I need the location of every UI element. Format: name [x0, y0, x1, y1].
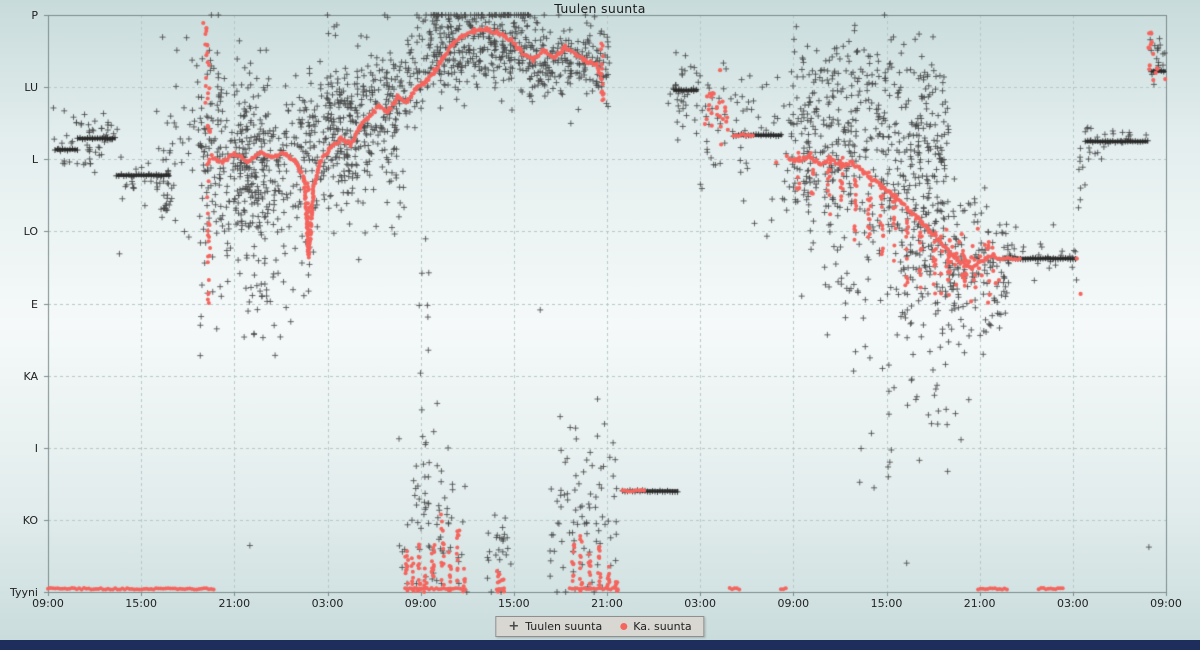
y-tick-label: I: [34, 441, 38, 455]
y-tick-label: L: [31, 153, 38, 167]
x-tick-label: 15:00: [497, 597, 530, 610]
x-tick-label: 03:00: [684, 597, 716, 610]
x-axis-labels: 09:00 15:00 21:00 03:00 09:00 15:00 21:00 03:00…: [0, 597, 1200, 613]
x-tick-label: 21:00: [963, 597, 996, 610]
chart-title: Tuulen suunta: [554, 1, 646, 16]
dot-marker-icon: [620, 623, 628, 630]
y-tick-label: P: [31, 9, 38, 22]
y-tick-label: Tyyni: [9, 586, 38, 599]
legend-item-wind: + Tuulen suunta: [508, 618, 603, 634]
legend-label-avg: Ka. suunta: [633, 620, 692, 633]
x-tick-label: 15:00: [870, 597, 903, 610]
x-tick-label: 15:00: [125, 597, 157, 610]
legend-item-avg: Ka. suunta: [620, 620, 692, 633]
y-tick-label: LU: [24, 81, 38, 95]
legend-label-wind: Tuulen suunta: [525, 620, 603, 633]
y-tick-label: LO: [23, 225, 38, 239]
y-tick-label: E: [31, 297, 38, 311]
x-tick-label: 21:00: [591, 597, 623, 610]
y-axis-labels: P LU L LO E KA I KO Tyyni: [0, 0, 42, 650]
x-tick-label: 03:00: [1056, 597, 1089, 610]
x-tick-label: 21:00: [218, 597, 251, 610]
x-tick-label: 09:00: [1150, 597, 1182, 610]
x-tick-label: 09:00: [32, 597, 64, 610]
y-tick-label: KA: [23, 369, 38, 383]
bottom-bar: [0, 640, 1200, 650]
plus-marker-icon: +: [508, 618, 520, 634]
x-tick-label: 09:00: [404, 597, 437, 610]
x-tick-label: 03:00: [311, 597, 344, 610]
legend: + Tuulen suunta Ka. suunta: [495, 616, 705, 637]
x-tick-label: 09:00: [777, 597, 810, 610]
y-tick-label: KO: [22, 513, 38, 527]
